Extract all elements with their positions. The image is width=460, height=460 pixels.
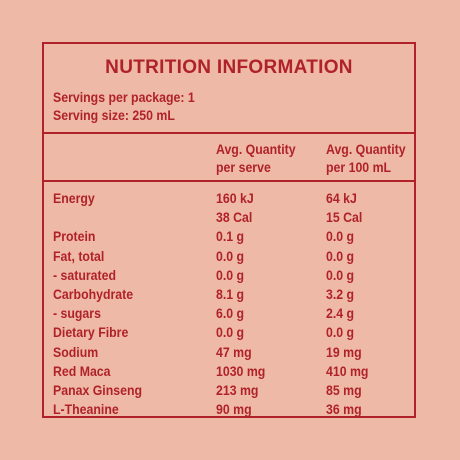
nutrient-name: Dietary Fibre — [53, 324, 129, 341]
nutrient-per-100ml: 0.0 g — [326, 266, 355, 283]
nutrient-row-dietary-fibre: Dietary Fibre 0.0 g 0.0 g — [44, 323, 414, 342]
nutrient-row-red-maca: Red Maca 1030 mg 410 mg — [44, 362, 414, 381]
column-header-per-100ml-line1: Avg. Quantity — [326, 141, 406, 157]
serving-size: Serving size: 250 mL — [53, 107, 175, 123]
energy-kj-per-100ml: 64 kJ — [326, 190, 357, 206]
nutrient-per-100ml: 85 mg — [326, 381, 362, 398]
nutrient-per-serve: 0.0 g — [216, 247, 245, 264]
nutrient-row-l-theanine: L-Theanine 90 mg 36 mg — [44, 400, 414, 419]
nutrient-name: Panax Ginseng — [53, 381, 143, 398]
nutrition-panel: NUTRITION INFORMATION Servings per packa… — [42, 42, 416, 418]
nutrient-per-100ml: 64 kJ 15 Cal — [326, 189, 362, 227]
divider-top — [44, 132, 414, 134]
column-header-per-serve-line2: per serve — [216, 159, 271, 175]
nutrient-per-100ml: 0.0 g — [326, 228, 355, 245]
nutrient-per-100ml: 3.2 g — [326, 285, 355, 302]
nutrient-row-saturated: - saturated 0.0 g 0.0 g — [44, 266, 414, 285]
nutrient-per-100ml: 0.0 g — [326, 247, 355, 264]
nutrient-row-sodium: Sodium 47 mg 19 mg — [44, 343, 414, 362]
column-header-per-serve-line1: Avg. Quantity — [216, 141, 296, 157]
nutrient-name: - sugars — [53, 305, 101, 322]
nutrient-name: - saturated — [53, 266, 116, 283]
nutrient-row-fat-total: Fat, total 0.0 g 0.0 g — [44, 247, 414, 266]
column-header-per-100ml-line2: per 100 mL — [326, 159, 392, 175]
panel-title: NUTRITION INFORMATION — [105, 57, 353, 78]
energy-cal-per-serve: 38 Cal — [216, 209, 253, 226]
nutrient-per-100ml: 2.4 g — [326, 305, 355, 322]
nutrient-table: Energy 160 kJ 38 Cal 64 kJ 15 Cal Protei… — [44, 189, 414, 419]
nutrient-row-energy: Energy 160 kJ 38 Cal 64 kJ 15 Cal — [44, 189, 414, 227]
nutrient-per-100ml: 19 mg — [326, 343, 362, 360]
nutrient-per-serve: 0.1 g — [216, 228, 245, 245]
nutrient-per-serve: 160 kJ 38 Cal — [216, 189, 254, 227]
nutrient-per-serve: 6.0 g — [216, 305, 245, 322]
servings-per-package: Servings per package: 1 — [53, 89, 195, 105]
nutrient-name: Carbohydrate — [53, 285, 134, 302]
nutrient-per-serve: 0.0 g — [216, 266, 245, 283]
nutrient-row-protein: Protein 0.1 g 0.0 g — [44, 227, 414, 246]
nutrient-per-serve: 8.1 g — [216, 285, 245, 302]
nutrient-per-100ml: 410 mg — [326, 362, 369, 379]
nutrient-per-serve: 90 mg — [216, 401, 252, 418]
nutrient-name: Energy — [53, 190, 95, 206]
nutrient-per-serve: 0.0 g — [216, 324, 245, 341]
nutrient-row-carbohydrate: Carbohydrate 8.1 g 3.2 g — [44, 285, 414, 304]
nutrient-per-100ml: 0.0 g — [326, 324, 355, 341]
column-header-per-serve: Avg. Quantity per serve — [216, 140, 296, 176]
nutrient-row-sugars: - sugars 6.0 g 2.4 g — [44, 304, 414, 323]
energy-cal-per-100ml: 15 Cal — [326, 209, 363, 226]
nutrient-name: Protein — [53, 228, 96, 245]
column-header-per-100ml: Avg. Quantity per 100 mL — [326, 140, 406, 176]
nutrient-name: Sodium — [53, 343, 99, 360]
nutrient-per-serve: 47 mg — [216, 343, 252, 360]
nutrient-row-panax-ginseng: Panax Ginseng 213 mg 85 mg — [44, 381, 414, 400]
nutrient-per-serve: 1030 mg — [216, 362, 266, 379]
divider-header — [44, 180, 414, 182]
nutrient-per-serve: 213 mg — [216, 381, 259, 398]
nutrient-name: Fat, total — [53, 247, 105, 264]
nutrient-name: L-Theanine — [53, 401, 119, 418]
nutrient-name: Red Maca — [53, 362, 111, 379]
nutrient-per-100ml: 36 mg — [326, 401, 362, 418]
energy-kj-per-serve: 160 kJ — [216, 190, 254, 206]
